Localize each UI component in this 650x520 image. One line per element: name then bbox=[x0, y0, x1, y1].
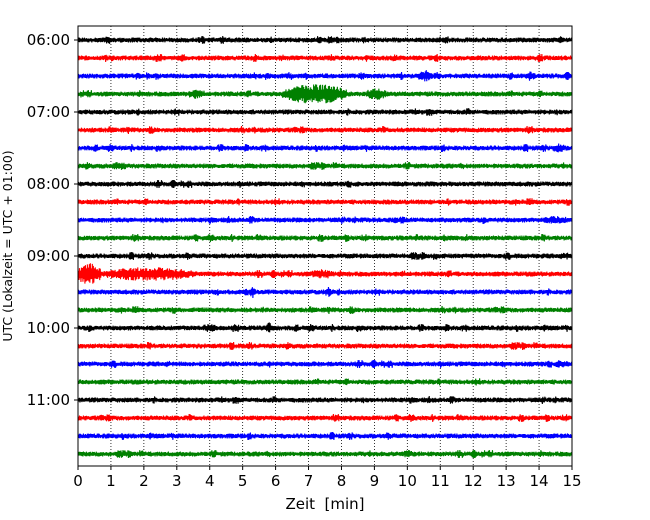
x-tick-label: 3 bbox=[172, 472, 182, 490]
x-tick-label: 0 bbox=[73, 472, 83, 490]
seismic-trace-0700 bbox=[77, 108, 573, 116]
seismic-trace-0745 bbox=[77, 162, 573, 170]
plot-frame bbox=[77, 25, 573, 467]
seismic-trace-1130 bbox=[77, 432, 573, 441]
seismic-trace-0815 bbox=[77, 198, 573, 206]
traces bbox=[77, 35, 573, 458]
seismic-trace-0845 bbox=[77, 233, 573, 243]
seismic-trace-1115 bbox=[77, 413, 573, 423]
seismic-trace-1015 bbox=[77, 341, 573, 350]
seismic-trace-0645 bbox=[77, 84, 573, 104]
seismic-trace-0945 bbox=[77, 306, 573, 315]
y-tick-label: 06:00 bbox=[27, 31, 70, 49]
seismic-trace-1000 bbox=[77, 322, 573, 333]
x-tick-label: 1 bbox=[106, 472, 116, 490]
seismic-trace-0800 bbox=[77, 180, 573, 189]
y-axis: 06:00 07:00 08:00 09:00 10:00 11:00 bbox=[27, 31, 78, 409]
x-tick-label: 12 bbox=[464, 472, 483, 490]
seismic-trace-0830 bbox=[77, 215, 573, 225]
y-tick-label: 10:00 bbox=[27, 319, 70, 337]
y-axis-title: UTC (Lokalzeit = UTC + 01:00) bbox=[0, 150, 15, 341]
x-tick-label: 10 bbox=[398, 472, 417, 490]
x-tick-label: 7 bbox=[304, 472, 314, 490]
y-tick-label: 07:00 bbox=[27, 103, 70, 121]
x-tick-label: 9 bbox=[370, 472, 380, 490]
x-tick-label: 5 bbox=[238, 472, 248, 490]
x-tick-label: 2 bbox=[139, 472, 149, 490]
x-tick-label: 13 bbox=[497, 472, 516, 490]
y-tick-label: 11:00 bbox=[27, 391, 70, 409]
x-tick-label: 4 bbox=[205, 472, 215, 490]
seismic-trace-1045 bbox=[77, 378, 573, 386]
x-tick-label: 8 bbox=[337, 472, 347, 490]
seismic-trace-0900 bbox=[77, 252, 573, 261]
y-tick-label: 09:00 bbox=[27, 247, 70, 265]
seismic-trace-0630 bbox=[77, 70, 573, 82]
x-tick-label: 14 bbox=[530, 472, 549, 490]
seismic-trace-0915 bbox=[77, 263, 573, 284]
seismic-trace-1145 bbox=[77, 449, 573, 458]
seismic-trace-1100 bbox=[77, 395, 573, 404]
y-tick-label: 08:00 bbox=[27, 175, 70, 193]
vertical-grid bbox=[110, 26, 540, 466]
x-axis: 0 1 2 3 4 5 6 7 8 9 10 11 12 13 14 15 bbox=[73, 466, 582, 490]
x-axis-title: Zeit [min] bbox=[285, 495, 364, 513]
seismic-trace-0715 bbox=[77, 125, 573, 135]
seismic-trace-0615 bbox=[77, 53, 573, 63]
seismic-trace-0600 bbox=[77, 35, 573, 44]
x-tick-label: 11 bbox=[431, 472, 450, 490]
seismic-trace-0930 bbox=[77, 287, 573, 298]
x-tick-label: 6 bbox=[271, 472, 281, 490]
seismic-trace-0730 bbox=[77, 143, 573, 153]
x-tick-label: 15 bbox=[562, 472, 581, 490]
seismic-trace-1030 bbox=[77, 360, 573, 369]
